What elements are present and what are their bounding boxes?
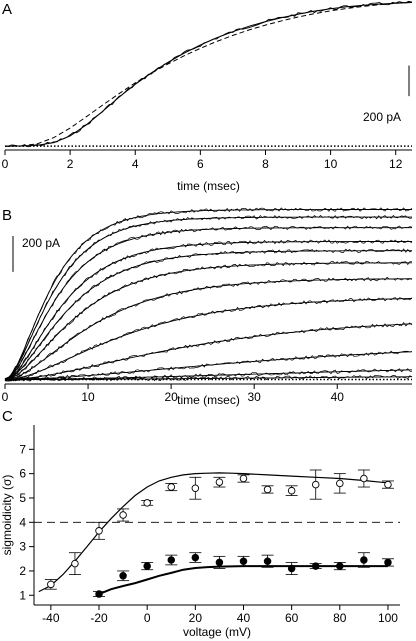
panel-c-point-filled: [263, 557, 272, 565]
panel-c-point-filled: [167, 556, 175, 564]
panel-a-trace-dashed: [4, 1, 413, 147]
panel-b-trace: [4, 214, 413, 381]
panel-b-fit: [4, 250, 412, 380]
panel-c-point-open: [167, 483, 175, 491]
panel-c-x-tick-label: 20: [189, 611, 203, 625]
panel-a-x-tick-label: 0: [2, 157, 9, 171]
panel-b-fit: [4, 278, 412, 380]
panel-c-point-open: [71, 559, 79, 568]
panel-b-x-tick-label: 0: [2, 390, 9, 404]
panel-c-y-tick-label: 5: [19, 491, 26, 505]
panel-c-x-tick-label: 0: [144, 611, 151, 625]
panel-b-trace: [4, 207, 413, 380]
panel-c-point-filled: [143, 562, 151, 570]
panel-a-x-tick-label: 4: [132, 157, 139, 171]
panel-b-x-tick-label: 40: [331, 390, 345, 404]
panel-c-point-open: [287, 486, 296, 495]
panel-a-x-tick-label: 8: [262, 157, 269, 171]
panel-b-trace: [4, 321, 413, 382]
panel-b-trace: [4, 239, 413, 380]
panel-a: 200 pA 0 2 4 6 8 10 12 time (msec): [2, 0, 413, 193]
panel-a-trace-fit: [4, 2, 413, 147]
panel-a-x-axis-label: time (msec): [177, 179, 240, 193]
panel-a-x-tick-label: 2: [67, 157, 74, 171]
panel-c-y-tick-label: 1: [19, 588, 26, 602]
panel-c-point-filled: [287, 564, 296, 573]
panel-c-x-tick-label: 60: [285, 611, 299, 625]
panel-c-x-tick-label: 40: [237, 611, 251, 625]
panel-c-point-open: [239, 474, 248, 483]
panel-b-trace: [4, 297, 413, 382]
panel-b-fit: [5, 376, 412, 380]
panel-b-fit: [4, 241, 412, 380]
panel-b-fit: [4, 209, 412, 380]
panel-b-fit: [5, 298, 412, 380]
panel-b: 200 pA 0 10 20 30 40 time (msec): [2, 207, 413, 407]
panel-a-x-tick-label: 12: [389, 157, 403, 171]
panel-c-point-open: [119, 511, 127, 519]
panel-b-trace: [4, 374, 413, 382]
panel-c-x-tick-label: -20: [90, 611, 108, 625]
panel-c-point-filled: [239, 557, 248, 565]
panel-c-y-tick-label: 4: [19, 515, 26, 529]
panel-a-trace-noisy: [4, 0, 413, 148]
panel-c-point-filled: [360, 556, 368, 564]
panel-b-fit: [5, 323, 413, 380]
panel-b-fit: [4, 262, 412, 380]
panel-c-point-open: [95, 527, 103, 535]
panel-a-scale-label: 200 pA: [363, 110, 401, 124]
panel-c-x-axis-label: voltage (mV): [183, 625, 251, 639]
panel-a-label: A: [2, 1, 12, 18]
panel-b-trace: [4, 350, 413, 382]
panel-c-point-filled: [311, 562, 320, 570]
panel-c-y-axis-label: sigmoidicity (σ): [0, 475, 14, 556]
panel-c-point-filled: [119, 572, 127, 580]
panel-c-y-tick-label: 3: [19, 540, 26, 554]
panel-b-label: B: [2, 207, 12, 224]
panel-c-point-open: [384, 480, 392, 489]
panel-c-point-open: [311, 480, 320, 489]
panel-b-x-tick-label: 10: [81, 390, 95, 404]
panel-b-x-axis-label: time (msec): [177, 393, 240, 407]
panel-c-point-filled: [95, 590, 103, 598]
panel-b-fit: [4, 216, 412, 380]
panel-c-y-tick-label: 2: [19, 564, 26, 578]
panel-b-trace: [4, 225, 413, 381]
panel-b-fit: [5, 351, 412, 380]
panel-c-point-filled: [191, 553, 200, 562]
panel-c-point-filled: [336, 562, 344, 570]
panel-c-label: C: [2, 408, 13, 425]
panel-c-point-open: [143, 499, 151, 507]
panel-b-x-tick-label: 30: [248, 390, 262, 404]
panel-b-fit: [5, 369, 413, 380]
panel-c-point-open: [263, 485, 272, 494]
panel-c-point-filled: [384, 558, 392, 567]
panel-c-point-open: [336, 479, 344, 488]
panel-a-x-tick-label: 10: [324, 157, 338, 171]
panel-c: 1 2 3 4 5 6 7 sigmoidicity (σ) -40 -20 0 20 40 60 80 10…: [0, 425, 400, 639]
panel-c-fit-curve-thin: [38, 472, 389, 593]
panel-c-fit-curve-thick: [98, 565, 388, 596]
panel-c-y-tick-label: 7: [19, 442, 26, 456]
panel-c-point-open: [47, 580, 55, 589]
panel-c-point-open: [215, 478, 224, 486]
panel-c-x-tick-label: -40: [42, 611, 60, 625]
panel-c-x-tick-label: 100: [378, 611, 398, 625]
panel-b-fit: [4, 227, 412, 380]
panel-c-point-filled: [215, 558, 224, 567]
panel-c-point-open: [360, 474, 368, 483]
panel-c-y-tick-label: 6: [19, 467, 26, 481]
panel-a-x-tick-label: 6: [197, 157, 204, 171]
panel-b-scale-label: 200 pA: [22, 236, 60, 250]
panel-c-x-tick-label: 80: [333, 611, 347, 625]
panel-c-point-open: [191, 484, 200, 492]
panel-b-x-tick-label: 20: [164, 390, 178, 404]
